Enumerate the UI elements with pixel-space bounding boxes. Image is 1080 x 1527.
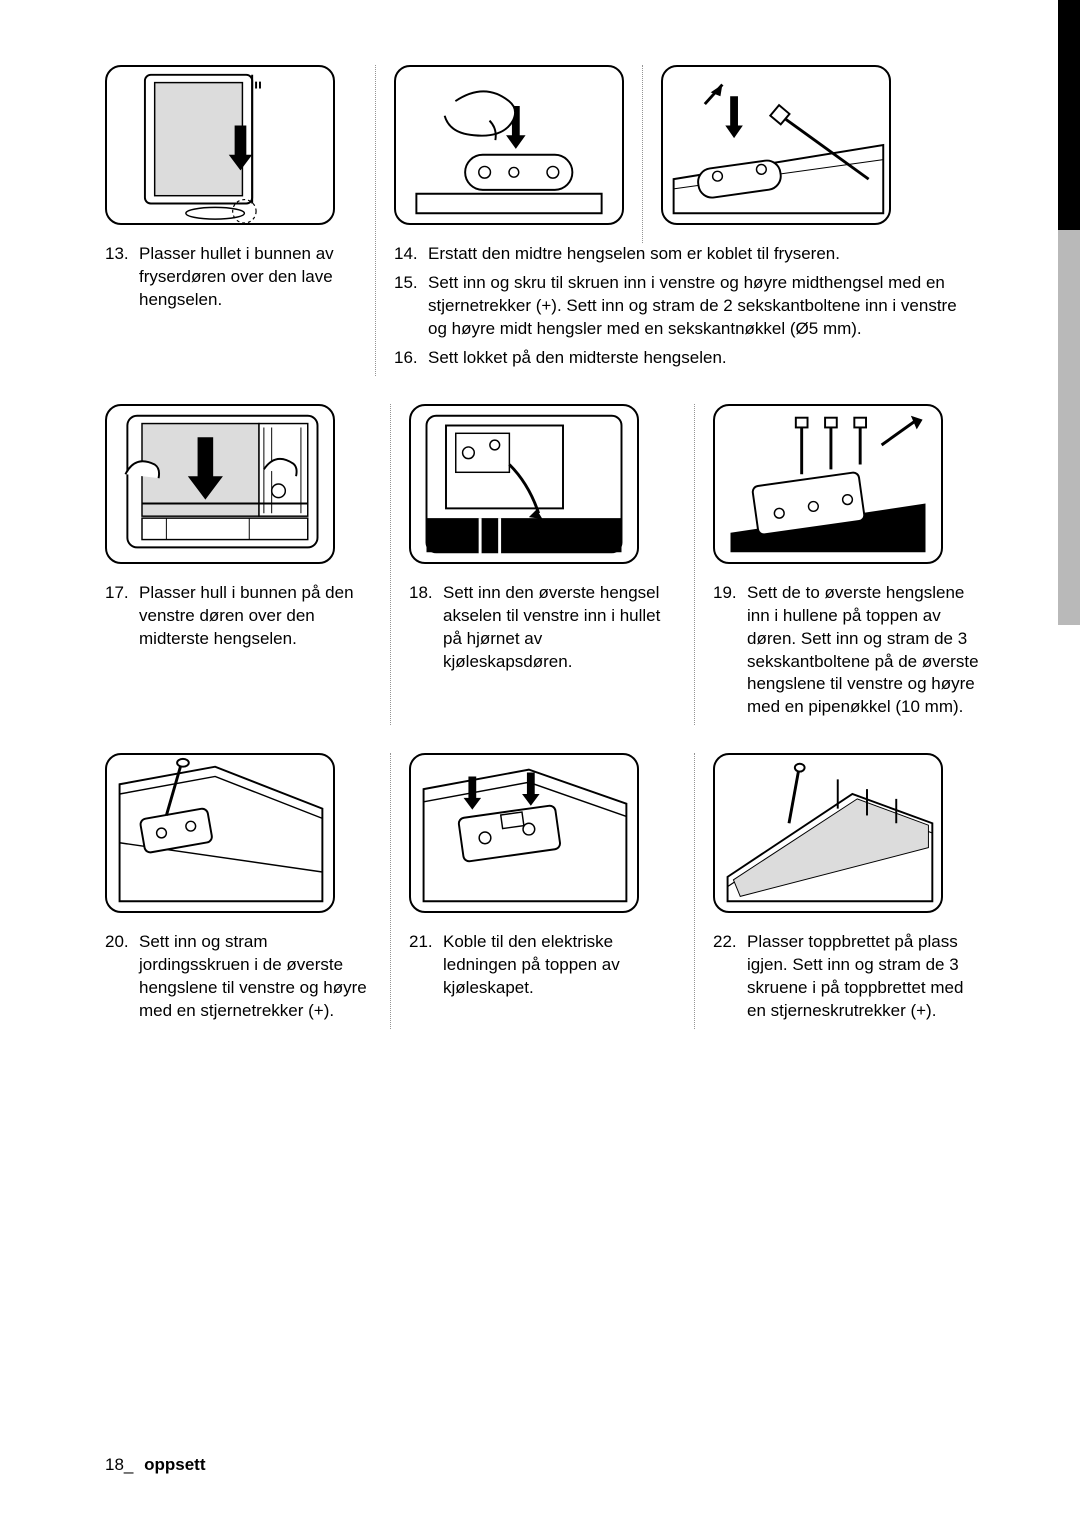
step-num: 16. <box>394 347 428 370</box>
step-15: 15. Sett inn og skru til skruen inn i ve… <box>394 272 980 341</box>
row-1: 13. Plasser hullet i bunnen av fryserdør… <box>105 65 980 376</box>
step-21: 21. Koble til den elektriske ledningen p… <box>409 931 676 1000</box>
cell-18: 18. Sett inn den øverste hengsel akselen… <box>409 404 676 726</box>
step-text: Sett lokket på den midterste hengselen. <box>428 347 980 370</box>
step-22: 22. Plasser toppbrettet på plass igjen. … <box>713 931 980 1023</box>
cell-21: 21. Koble til den elektriske ledningen p… <box>409 753 676 1029</box>
cell-14-16: 14. Erstatt den midtre hengselen som er … <box>394 65 980 376</box>
step-text: Sett inn den øverste hengsel akselen til… <box>443 582 676 674</box>
step-num: 13. <box>105 243 139 312</box>
step-text: Plasser hull i bunnen på den venstre dør… <box>139 582 372 651</box>
divider <box>390 404 391 726</box>
figure-19 <box>713 404 943 564</box>
divider <box>390 753 391 1029</box>
page-number: 18_ <box>105 1455 133 1474</box>
step-text: Erstatt den midtre hengselen som er kobl… <box>428 243 980 266</box>
step-num: 20. <box>105 931 139 1023</box>
step-17: 17. Plasser hull i bunnen på den venstre… <box>105 582 372 651</box>
divider <box>375 65 376 376</box>
step-19: 19. Sett de to øverste hengslene inn i h… <box>713 582 980 720</box>
step-text: Sett de to øverste hengslene inn i hulle… <box>747 582 980 720</box>
step-text: Plasser toppbrettet på plass igjen. Sett… <box>747 931 980 1023</box>
step-18: 18. Sett inn den øverste hengsel akselen… <box>409 582 676 674</box>
cell-19: 19. Sett de to øverste hengslene inn i h… <box>713 404 980 726</box>
figure-14 <box>394 65 624 225</box>
step-text: Koble til den elektriske ledningen på to… <box>443 931 676 1000</box>
footer-label: oppsett <box>144 1455 205 1474</box>
row-3: 20. Sett inn og stram jordingsskruen i d… <box>105 753 980 1029</box>
figure-20 <box>105 753 335 913</box>
step-14: 14. Erstatt den midtre hengselen som er … <box>394 243 980 266</box>
manual-page: 13. Plasser hullet i bunnen av fryserdør… <box>0 0 1080 1527</box>
figure-15 <box>661 65 891 225</box>
figure-21 <box>409 753 639 913</box>
step-13: 13. Plasser hullet i bunnen av fryserdør… <box>105 243 357 312</box>
divider <box>694 753 695 1029</box>
step-num: 21. <box>409 931 443 1000</box>
cell-13: 13. Plasser hullet i bunnen av fryserdør… <box>105 65 357 376</box>
figure-22 <box>713 753 943 913</box>
step-num: 19. <box>713 582 747 720</box>
divider <box>694 404 695 726</box>
figure-18 <box>409 404 639 564</box>
step-20: 20. Sett inn og stram jordingsskruen i d… <box>105 931 372 1023</box>
step-num: 14. <box>394 243 428 266</box>
step-num: 15. <box>394 272 428 341</box>
step-16: 16. Sett lokket på den midterste hengsel… <box>394 347 980 370</box>
figure-13 <box>105 65 335 225</box>
cell-22: 22. Plasser toppbrettet på plass igjen. … <box>713 753 980 1029</box>
row-2: 17. Plasser hull i bunnen på den venstre… <box>105 404 980 726</box>
step-text: Sett inn og skru til skruen inn i venstr… <box>428 272 980 341</box>
figure-17 <box>105 404 335 564</box>
cell-20: 20. Sett inn og stram jordingsskruen i d… <box>105 753 372 1029</box>
step-num: 18. <box>409 582 443 674</box>
cell-17: 17. Plasser hull i bunnen på den venstre… <box>105 404 372 726</box>
step-num: 22. <box>713 931 747 1023</box>
step-text: Plasser hullet i bunnen av fryserdøren o… <box>139 243 357 312</box>
step-text: Sett inn og stram jordingsskruen i de øv… <box>139 931 372 1023</box>
page-footer: 18_ oppsett <box>105 1455 206 1475</box>
divider <box>642 65 643 243</box>
step-num: 17. <box>105 582 139 651</box>
